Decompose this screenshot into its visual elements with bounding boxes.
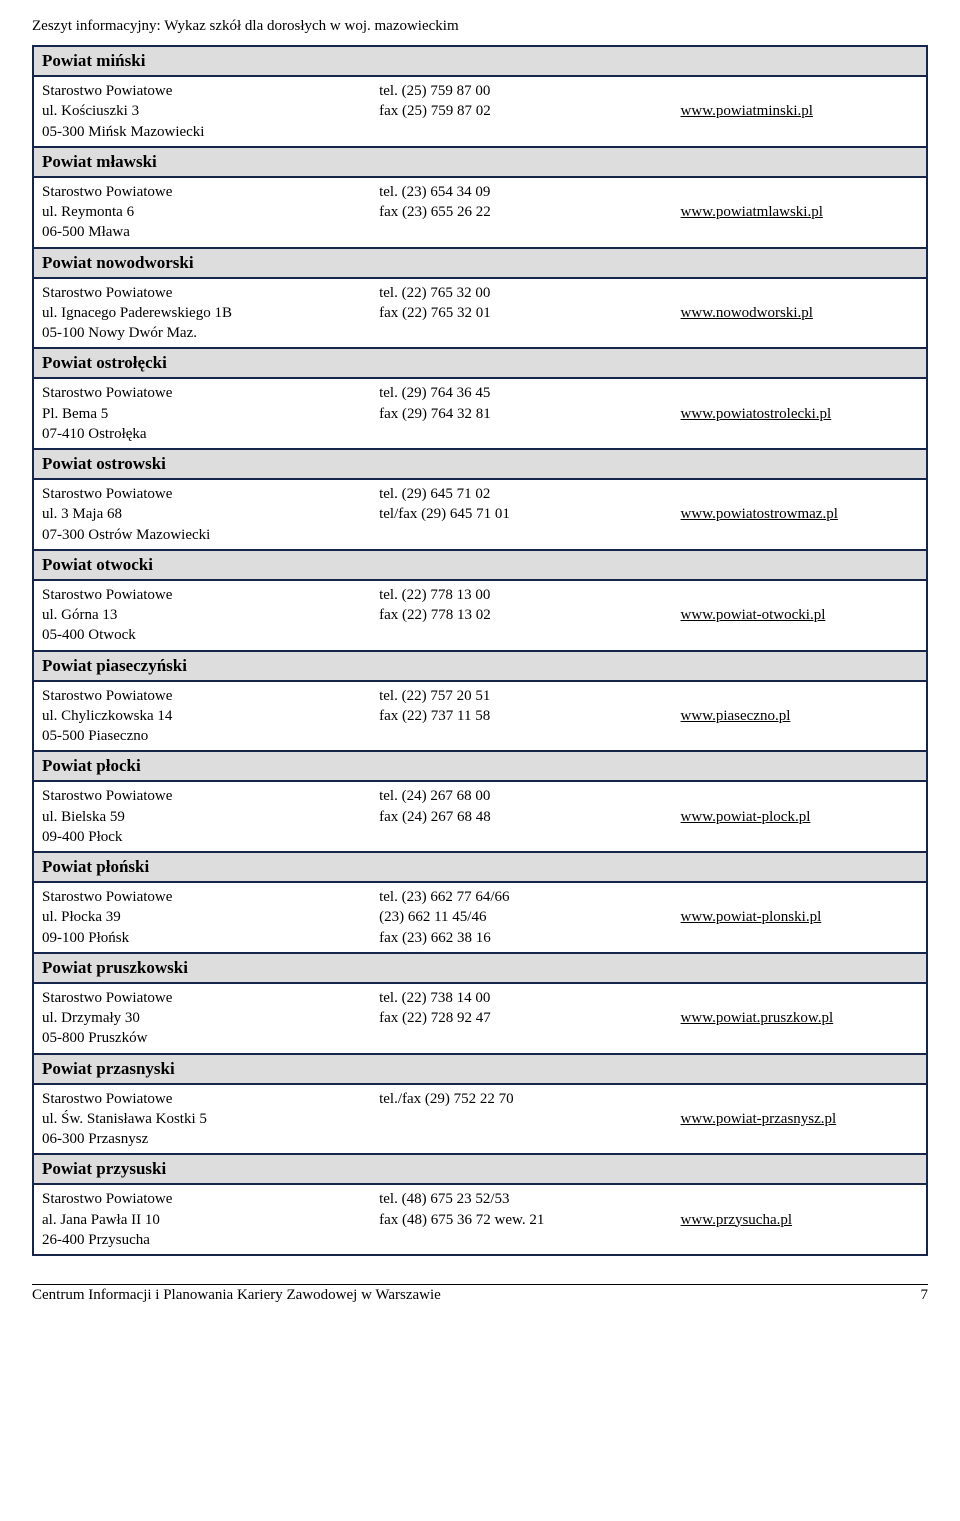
page-footer: Centrum Informacji i Planowania Kariery … xyxy=(32,1284,928,1304)
table-row: Starostwo Powiatoweul. Górna 1305-400 Ot… xyxy=(34,579,926,650)
section-header: Powiat przysuski xyxy=(34,1153,926,1183)
website-cell: www.powiatmlawski.pl xyxy=(673,178,960,247)
website-link[interactable]: www.powiat-plonski.pl xyxy=(681,907,822,927)
address-cell: Starostwo Powiatoweul. Płocka 3909-100 P… xyxy=(34,883,371,952)
website-link[interactable]: www.powiatostrowmaz.pl xyxy=(681,504,838,524)
phone-cell: tel. (24) 267 68 00fax (24) 267 68 48 xyxy=(371,782,672,851)
website-cell: www.powiat-przasnysz.pl xyxy=(673,1085,960,1154)
website-link[interactable]: www.powiatminski.pl xyxy=(681,101,813,121)
section-header: Powiat mławski xyxy=(34,146,926,176)
website-link[interactable]: www.przysucha.pl xyxy=(681,1210,793,1230)
table-row: Starostwo Powiatoweul. Św. Stanisława Ko… xyxy=(34,1083,926,1154)
section-header: Powiat otwocki xyxy=(34,549,926,579)
section-header: Powiat płoński xyxy=(34,851,926,881)
website-cell: www.nowodworski.pl xyxy=(673,279,960,348)
address-cell: Starostwo Powiatoweul. 3 Maja 6807-300 O… xyxy=(34,480,371,549)
website-link[interactable]: www.powiat.pruszkow.pl xyxy=(681,1008,834,1028)
table-row: Starostwo Powiatoweul. 3 Maja 6807-300 O… xyxy=(34,478,926,549)
address-cell: Starostwo Powiatoweul. Chyliczkowska 140… xyxy=(34,682,371,751)
section-header: Powiat ostrowski xyxy=(34,448,926,478)
website-link[interactable]: www.powiat-plock.pl xyxy=(681,807,811,827)
website-link[interactable]: www.piaseczno.pl xyxy=(681,706,791,726)
phone-cell: tel. (25) 759 87 00fax (25) 759 87 02 xyxy=(371,77,672,146)
table-row: Starostwo Powiatoweul. Reymonta 606-500 … xyxy=(34,176,926,247)
phone-cell: tel. (29) 764 36 45fax (29) 764 32 81 xyxy=(371,379,672,448)
section-header: Powiat ostrołęcki xyxy=(34,347,926,377)
website-cell: www.powiatostrolecki.pl xyxy=(673,379,960,448)
address-cell: Starostwo PowiatowePl. Bema 507-410 Ostr… xyxy=(34,379,371,448)
table-row: Starostwo Powiatoweul. Bielska 5909-400 … xyxy=(34,780,926,851)
directory-table: Powiat mińskiStarostwo Powiatoweul. Kośc… xyxy=(32,45,928,1256)
table-row: Starostwo Powiatoweul. Kościuszki 305-30… xyxy=(34,75,926,146)
table-row: Starostwo Powiatoweul. Drzymały 3005-800… xyxy=(34,982,926,1053)
address-cell: Starostwo Powiatoweul. Bielska 5909-400 … xyxy=(34,782,371,851)
section-header: Powiat piaseczyński xyxy=(34,650,926,680)
footer-left: Centrum Informacji i Planowania Kariery … xyxy=(32,1287,441,1304)
address-cell: Starostwo Powiatoweul. Reymonta 606-500 … xyxy=(34,178,371,247)
table-row: Starostwo Powiatoweal. Jana Pawła II 102… xyxy=(34,1183,926,1254)
website-cell: www.powiat-otwocki.pl xyxy=(673,581,960,650)
address-cell: Starostwo Powiatoweul. Drzymały 3005-800… xyxy=(34,984,371,1053)
phone-cell: tel. (22) 757 20 51fax (22) 737 11 58 xyxy=(371,682,672,751)
website-cell: www.powiat.pruszkow.pl xyxy=(673,984,960,1053)
website-cell: www.powiat-plock.pl xyxy=(673,782,960,851)
website-link[interactable]: www.powiatmlawski.pl xyxy=(681,202,823,222)
document-header: Zeszyt informacyjny: Wykaz szkół dla dor… xyxy=(32,18,928,35)
website-cell: www.powiatminski.pl xyxy=(673,77,960,146)
section-header: Powiat pruszkowski xyxy=(34,952,926,982)
address-cell: Starostwo Powiatoweul. Ignacego Paderews… xyxy=(34,279,371,348)
website-link[interactable]: www.powiat-otwocki.pl xyxy=(681,605,826,625)
website-cell: www.przysucha.pl xyxy=(673,1185,960,1254)
address-cell: Starostwo Powiatoweul. Górna 1305-400 Ot… xyxy=(34,581,371,650)
address-cell: Starostwo Powiatoweul. Kościuszki 305-30… xyxy=(34,77,371,146)
phone-cell: tel. (48) 675 23 52/53fax (48) 675 36 72… xyxy=(371,1185,672,1254)
phone-cell: tel./fax (29) 752 22 70 xyxy=(371,1085,672,1154)
table-row: Starostwo Powiatoweul. Chyliczkowska 140… xyxy=(34,680,926,751)
phone-cell: tel. (23) 654 34 09fax (23) 655 26 22 xyxy=(371,178,672,247)
section-header: Powiat płocki xyxy=(34,750,926,780)
website-link[interactable]: www.powiat-przasnysz.pl xyxy=(681,1109,837,1129)
section-header: Powiat przasnyski xyxy=(34,1053,926,1083)
phone-cell: tel. (29) 645 71 02tel/fax (29) 645 71 0… xyxy=(371,480,672,549)
table-row: Starostwo PowiatowePl. Bema 507-410 Ostr… xyxy=(34,377,926,448)
phone-cell: tel. (22) 765 32 00fax (22) 765 32 01 xyxy=(371,279,672,348)
table-row: Starostwo Powiatoweul. Ignacego Paderews… xyxy=(34,277,926,348)
website-cell: www.piaseczno.pl xyxy=(673,682,960,751)
footer-page-number: 7 xyxy=(921,1287,929,1304)
website-link[interactable]: www.nowodworski.pl xyxy=(681,303,813,323)
website-link[interactable]: www.powiatostrolecki.pl xyxy=(681,404,832,424)
address-cell: Starostwo Powiatoweal. Jana Pawła II 102… xyxy=(34,1185,371,1254)
phone-cell: tel. (22) 778 13 00fax (22) 778 13 02 xyxy=(371,581,672,650)
phone-cell: tel. (23) 662 77 64/66(23) 662 11 45/46f… xyxy=(371,883,672,952)
phone-cell: tel. (22) 738 14 00fax (22) 728 92 47 xyxy=(371,984,672,1053)
website-cell: www.powiatostrowmaz.pl xyxy=(673,480,960,549)
address-cell: Starostwo Powiatoweul. Św. Stanisława Ko… xyxy=(34,1085,371,1154)
website-cell: www.powiat-plonski.pl xyxy=(673,883,960,952)
section-header: Powiat nowodworski xyxy=(34,247,926,277)
section-header: Powiat miński xyxy=(34,47,926,75)
table-row: Starostwo Powiatoweul. Płocka 3909-100 P… xyxy=(34,881,926,952)
